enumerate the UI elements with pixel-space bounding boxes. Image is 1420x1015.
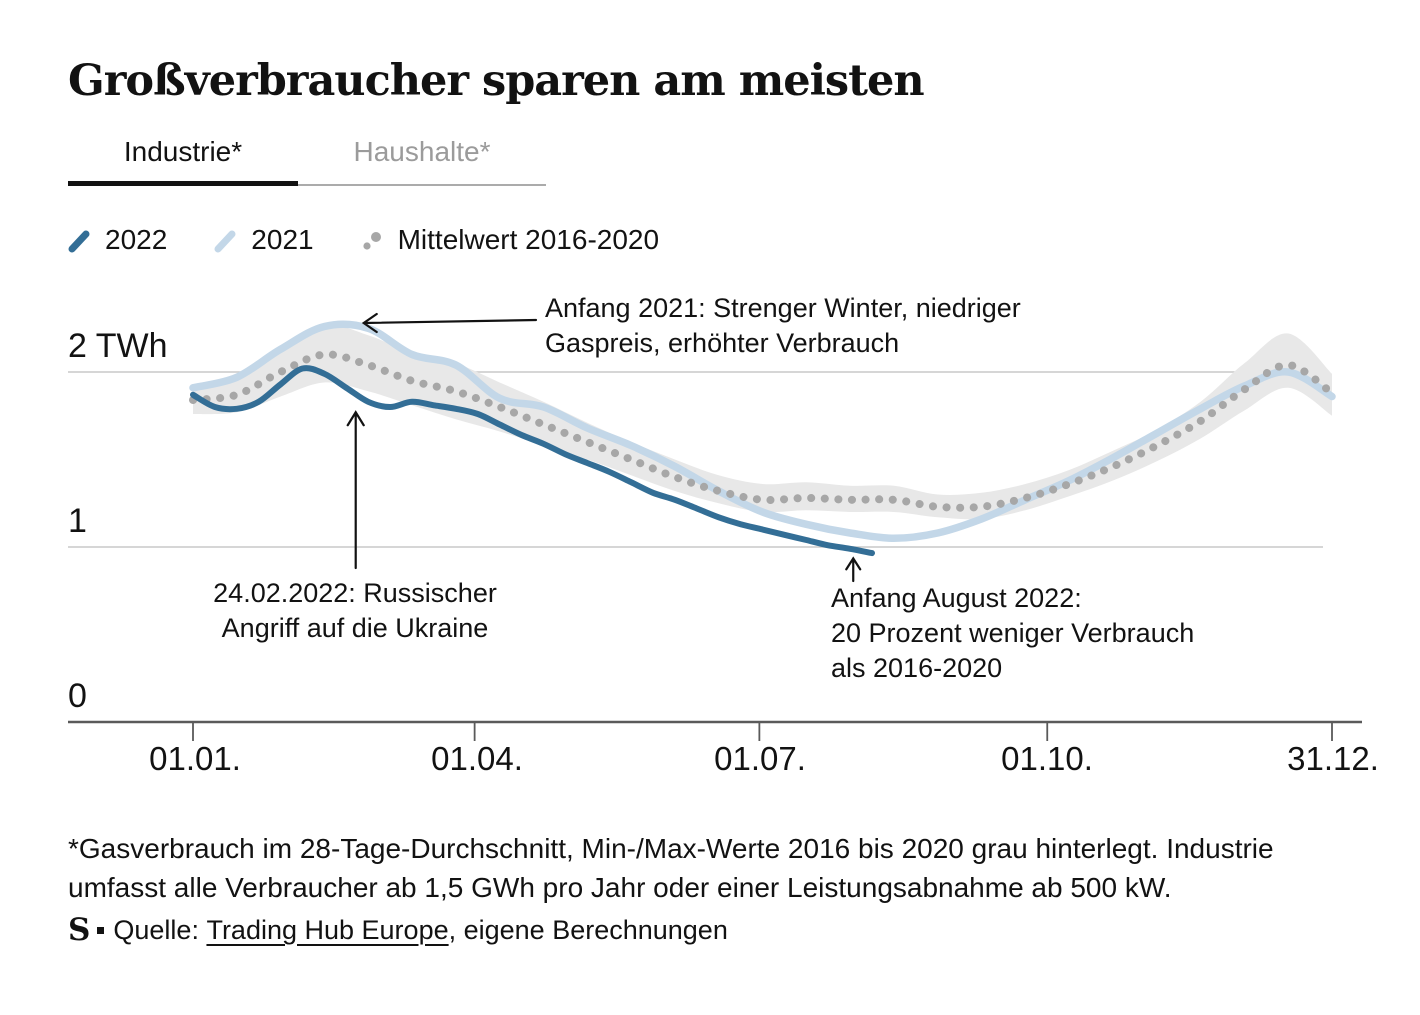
annotation-line: Angriff auf die Ukraine [221,613,489,643]
arrow-to-ukraine-date [346,410,365,570]
source-link[interactable]: Trading Hub Europe [206,915,449,945]
series-2022 [190,365,875,557]
tab-bar: Industrie* Haushalte* [68,136,546,186]
y-tick-1: 1 [68,502,87,540]
annotation-line: Gaspreis, erhöhter Verbrauch [545,328,900,358]
x-tick-0104: 01.04. [431,740,523,777]
gas-consumption-chart [68,312,1362,741]
series-2021 [189,320,1336,543]
footnote: *Gasverbrauch im 28-Tage-Durchschnitt, M… [68,829,1274,907]
annotation-line: 20 Prozent weniger Verbrauch [831,618,1195,648]
spiegel-logo-icon: S [68,912,91,948]
legend-item-mittelwert: Mittelwert 2016-2020 [361,224,659,256]
legend-item-2022: 2022 [68,224,167,256]
legend-label: Mittelwert 2016-2020 [397,224,660,255]
source-prefix: Quelle: [113,915,207,945]
footnote-line: umfasst alle Verbraucher ab 1,5 GWh pro … [68,872,1172,903]
line-swatch-2022-icon [68,228,92,253]
y-tick-2twh: 2 TWh [68,327,168,365]
line-swatch-2021-icon [214,228,238,253]
page-title: Großverbraucher sparen am meisten [68,56,925,106]
source-row: S Quelle: Trading Hub Europe , eigene Be… [68,915,728,946]
annotation-line: 24.02.2022: Russischer [213,578,497,608]
annotation-line: als 2016-2020 [831,653,1003,683]
annotation-ukraine-attack: 24.02.2022: Russischer Angriff auf die U… [190,576,520,646]
tab-haushalte[interactable]: Haushalte* [298,136,546,186]
annotation-line: Anfang 2021: Strenger Winter, niedriger [545,293,1021,323]
annotation-winter-2021: Anfang 2021: Strenger Winter, niedriger … [545,291,1085,361]
legend-label: 2021 [251,224,314,255]
minmax-band [193,324,1332,520]
dots-swatch-icon [361,228,385,252]
series-mittelwert-2016-2020 [189,350,1336,512]
annotation-august-2022: Anfang August 2022: 20 Prozent weniger V… [831,581,1271,686]
source-suffix: , eigene Berechnungen [448,915,728,945]
legend-label: 2022 [105,224,168,255]
legend: 2022 2021 Mittelwert 2016-2020 [68,224,659,256]
arrow-to-2022-line-end [845,556,862,583]
square-bullet-icon [97,927,105,934]
y-tick-0: 0 [68,677,87,715]
x-tick-0101: 01.01. [149,740,241,777]
annotation-line: Anfang August 2022: [831,583,1082,613]
footnote-line: *Gasverbrauch im 28-Tage-Durchschnitt, M… [68,833,1274,864]
x-tick-3112: 31.12. [1287,740,1379,777]
x-tick-0110: 01.10. [1001,740,1093,777]
arrow-to-2021-peak [361,312,538,334]
tab-industrie[interactable]: Industrie* [68,136,298,186]
legend-item-2021: 2021 [214,224,314,256]
x-tick-0107: 01.07. [714,740,806,777]
